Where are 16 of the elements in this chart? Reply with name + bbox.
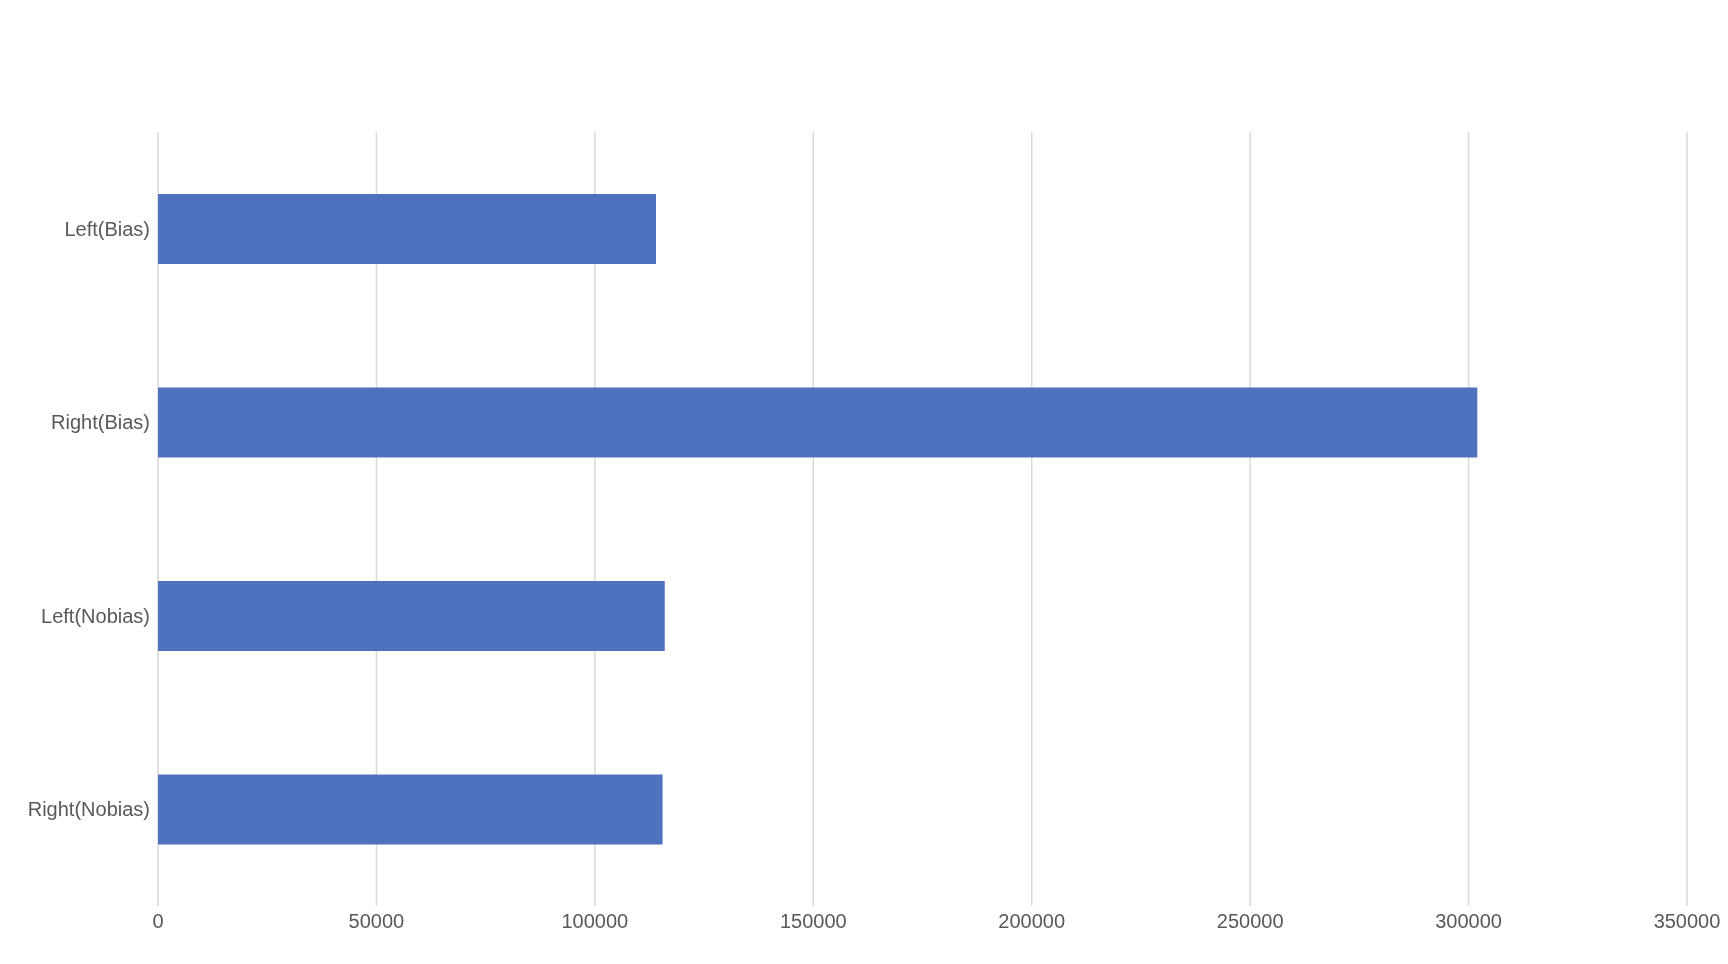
x-tick-label: 50000 <box>348 910 405 933</box>
y-tick-label: Right(Bias) <box>51 411 150 434</box>
x-tick-label: 350000 <box>1653 910 1721 933</box>
x-tick-label: 200000 <box>998 910 1066 933</box>
x-tick-label: 250000 <box>1216 910 1284 933</box>
bar <box>158 774 663 845</box>
bar <box>158 580 665 651</box>
x-tick-label: 150000 <box>779 910 847 933</box>
x-tick-label: 0 <box>152 910 164 933</box>
x-tick-label: 300000 <box>1435 910 1502 933</box>
y-tick-label: Left(Bias) <box>64 217 150 240</box>
y-tick-label: Right(Nobias) <box>27 798 150 821</box>
y-tick-label: Left(Nobias) <box>41 604 150 627</box>
x-tick-label: 100000 <box>561 910 629 933</box>
bar <box>158 387 1478 458</box>
bar <box>158 193 657 264</box>
